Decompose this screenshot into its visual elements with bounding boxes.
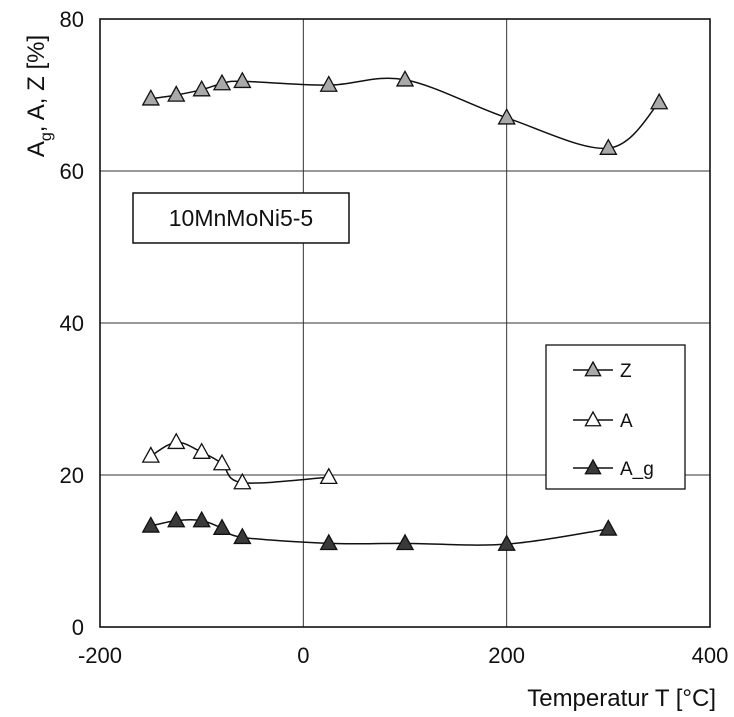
y-tick-label: 20 <box>60 463 84 488</box>
data-point <box>141 88 161 106</box>
material-label-frame <box>132 192 350 244</box>
x-tick-label: 200 <box>488 643 525 668</box>
data-point <box>395 69 415 87</box>
plot-frame <box>99 18 711 628</box>
data-point <box>649 92 669 110</box>
y-tick-labels: 0 20 40 60 80 <box>60 7 84 640</box>
material-label: 10MnMoNi5-5 <box>169 205 313 231</box>
y-axis-title-sub-g: g <box>38 132 55 141</box>
legend-item: A_g <box>573 458 654 480</box>
y-axis-title: Ag, A, Z [%] <box>23 35 55 157</box>
data-point <box>233 472 252 490</box>
data-point <box>319 533 338 551</box>
legend-marker <box>584 410 602 427</box>
series-line <box>150 77 660 150</box>
legend-marker <box>584 360 602 377</box>
legend-items: Z A A_g <box>573 360 654 480</box>
legend-item: A <box>573 410 633 432</box>
x-tick-label: -200 <box>78 643 122 668</box>
data-point <box>167 85 186 102</box>
series-layer <box>141 69 669 551</box>
series-1 <box>141 69 669 155</box>
legend-label: A <box>620 411 633 432</box>
series-2 <box>141 432 338 490</box>
legend-frame <box>545 344 686 490</box>
svg-text:Ag, A, Z [%]: Ag, A, Z [%] <box>23 35 55 157</box>
data-point <box>497 534 516 551</box>
data-point <box>599 519 618 536</box>
series-line <box>150 519 609 546</box>
legend: Z A A_g <box>545 344 686 490</box>
x-tick-labels: -200 0 200 400 <box>78 643 728 668</box>
legend-label: A_g <box>620 459 654 480</box>
data-point <box>192 442 211 459</box>
y-tick-label: 40 <box>60 311 84 336</box>
y-axis-title-rest: , A, Z [%] <box>23 35 50 132</box>
data-point <box>141 516 161 533</box>
data-point <box>319 467 338 485</box>
x-tick-label: 0 <box>297 643 309 668</box>
data-point <box>192 510 211 528</box>
y-tick-label: 0 <box>72 615 84 640</box>
y-tick-label: 80 <box>60 7 84 32</box>
legend-marker <box>584 458 602 475</box>
data-point <box>167 432 186 450</box>
data-point <box>167 510 186 528</box>
data-point <box>212 518 232 535</box>
x-axis-title: Temperatur T [°C] <box>527 685 716 712</box>
data-point <box>233 527 252 545</box>
legend-item: Z <box>573 360 632 382</box>
data-point <box>599 138 618 155</box>
legend-label: Z <box>620 361 632 382</box>
x-tick-label: 400 <box>692 643 729 668</box>
data-point <box>212 453 232 471</box>
series-3 <box>141 510 618 551</box>
data-point <box>192 79 211 97</box>
data-point <box>319 75 338 92</box>
data-point <box>395 533 415 551</box>
data-point <box>233 71 252 89</box>
y-axis-title-a: A <box>23 141 50 157</box>
data-point <box>497 107 516 125</box>
material-label-box: 10MnMoNi5-5 <box>132 192 350 244</box>
data-point <box>212 73 232 91</box>
data-point <box>141 446 161 463</box>
y-tick-label: 60 <box>60 159 84 184</box>
